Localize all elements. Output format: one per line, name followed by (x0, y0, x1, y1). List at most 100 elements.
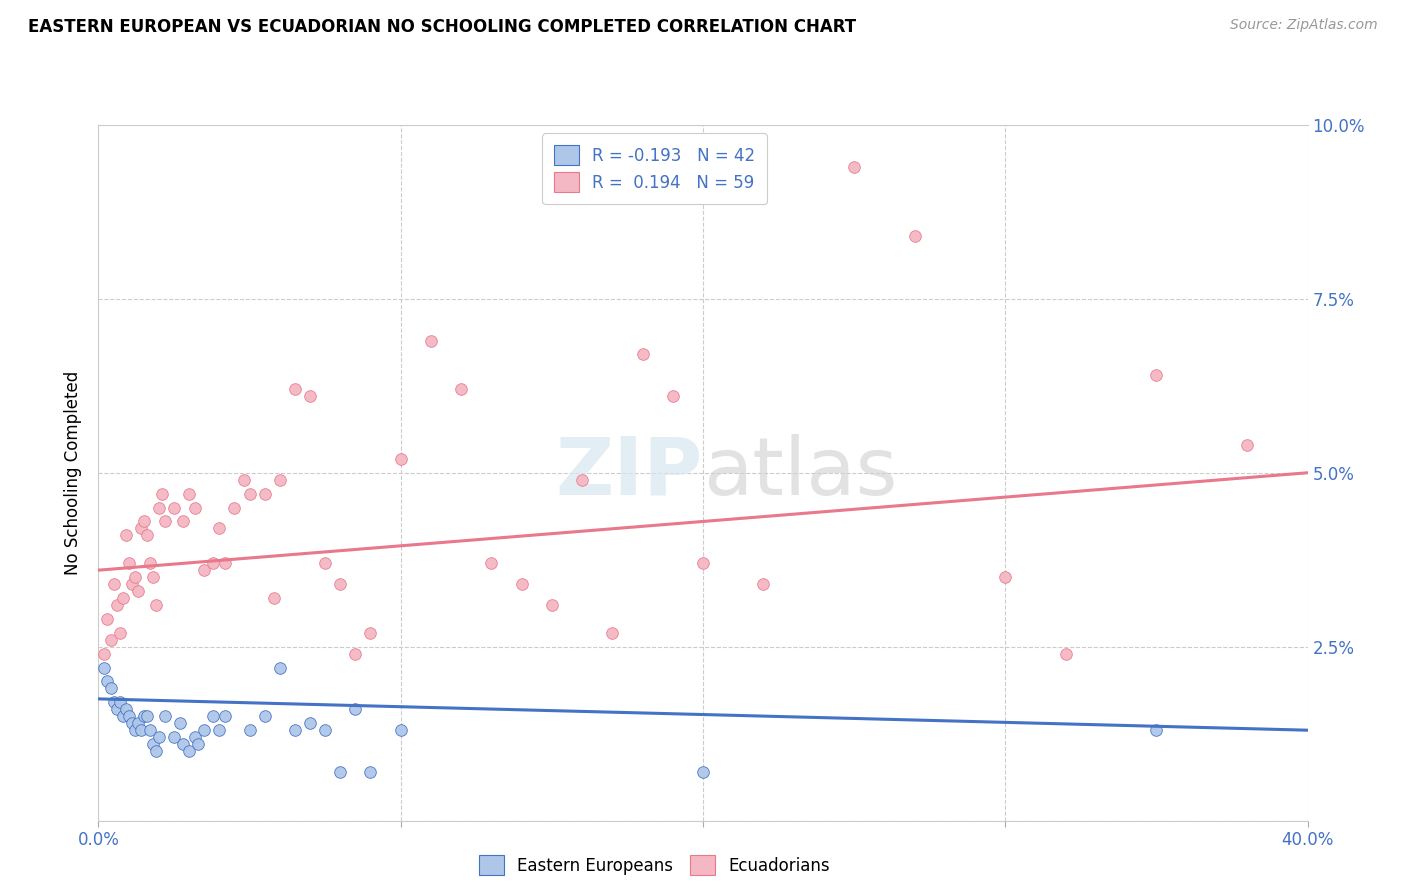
Point (904, 229, 927, 244)
Point (179, 486, 201, 500)
Point (269, 660, 291, 674)
Point (135, 709, 157, 723)
Point (108, 695, 131, 709)
Point (150, 486, 173, 500)
Point (692, 764, 714, 779)
Point (314, 723, 336, 738)
Text: EASTERN EUROPEAN VS ECUADORIAN NO SCHOOLING COMPLETED CORRELATION CHART: EASTERN EUROPEAN VS ECUADORIAN NO SCHOOL… (28, 18, 856, 36)
Point (121, 577, 143, 591)
Point (389, 723, 412, 738)
Point (344, 702, 367, 716)
Point (135, 528, 157, 542)
Point (232, 473, 254, 487)
Y-axis label: No Schooling Completed: No Schooling Completed (65, 371, 83, 574)
Point (142, 737, 165, 751)
Point (253, 486, 276, 500)
Point (103, 577, 125, 591)
Point (145, 598, 167, 612)
Point (299, 389, 322, 403)
Point (239, 723, 262, 738)
Point (631, 347, 654, 361)
Point (193, 723, 215, 738)
Point (179, 744, 201, 758)
Point (105, 702, 128, 716)
Point (118, 709, 141, 723)
Point (111, 709, 134, 723)
Point (108, 625, 131, 640)
Point (142, 570, 165, 584)
Point (263, 591, 285, 605)
Point (284, 382, 307, 396)
Point (193, 563, 215, 577)
Point (202, 709, 225, 723)
Point (214, 556, 236, 570)
Text: ZIP: ZIP (555, 434, 703, 512)
Point (153, 709, 176, 723)
Point (329, 764, 352, 779)
Point (114, 702, 136, 716)
Point (127, 716, 149, 731)
Point (93, 660, 115, 674)
Point (96, 674, 118, 689)
Point (284, 723, 307, 738)
Point (163, 500, 186, 515)
Point (481, 556, 503, 570)
Point (129, 521, 152, 535)
Point (124, 570, 146, 584)
Point (314, 556, 336, 570)
Point (344, 647, 367, 661)
Point (187, 737, 209, 751)
Point (202, 556, 225, 570)
Point (752, 577, 775, 591)
Point (450, 382, 472, 396)
Point (662, 389, 685, 403)
Point (224, 500, 246, 515)
Point (214, 709, 236, 723)
Point (602, 625, 624, 640)
Point (93, 647, 115, 661)
Point (132, 515, 155, 529)
Point (169, 716, 191, 731)
Point (129, 723, 152, 738)
Point (100, 632, 122, 647)
Point (124, 723, 146, 738)
Point (153, 515, 176, 529)
Point (184, 500, 207, 515)
Legend: Eastern Europeans, Ecuadorians: Eastern Europeans, Ecuadorians (472, 848, 837, 882)
Point (163, 730, 186, 744)
Point (172, 515, 194, 529)
Point (360, 625, 382, 640)
Point (994, 570, 1017, 584)
Point (510, 577, 533, 591)
Point (148, 730, 170, 744)
Point (103, 695, 125, 709)
Point (269, 473, 291, 487)
Point (389, 451, 412, 466)
Point (114, 528, 136, 542)
Point (127, 584, 149, 599)
Point (118, 556, 141, 570)
Point (1144, 723, 1167, 738)
Point (96, 612, 118, 626)
Point (208, 723, 231, 738)
Point (100, 681, 122, 696)
Point (253, 709, 276, 723)
Point (692, 556, 714, 570)
Point (329, 577, 352, 591)
Point (208, 521, 231, 535)
Point (420, 334, 443, 348)
Point (239, 486, 262, 500)
Point (844, 160, 866, 174)
Text: Source: ZipAtlas.com: Source: ZipAtlas.com (1230, 18, 1378, 32)
Point (148, 500, 170, 515)
Text: atlas: atlas (703, 434, 897, 512)
Point (139, 556, 162, 570)
Point (121, 716, 143, 731)
Point (360, 764, 382, 779)
Point (139, 723, 162, 738)
Point (1144, 368, 1167, 383)
Point (299, 716, 322, 731)
Point (184, 730, 207, 744)
Point (1236, 438, 1258, 452)
Point (540, 598, 562, 612)
